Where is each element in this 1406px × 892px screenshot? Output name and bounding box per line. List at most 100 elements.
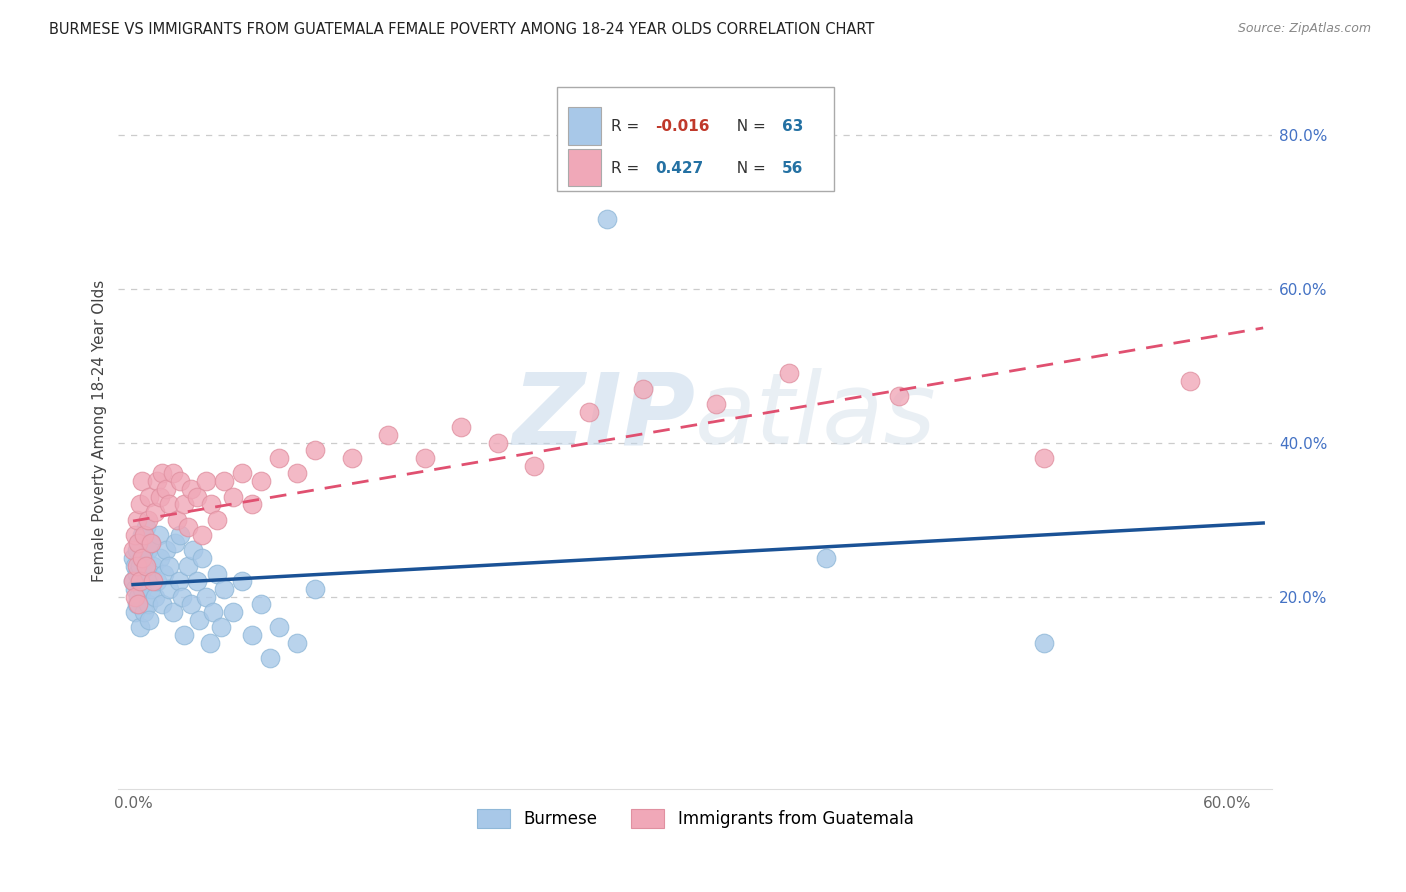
Text: -0.016: -0.016 (655, 120, 710, 134)
Point (194, 590, 217, 604)
Point (132, 528, 155, 542)
Point (124, 582, 146, 596)
Point (150, 598, 173, 612)
FancyBboxPatch shape (568, 149, 600, 186)
Point (222, 605, 245, 619)
Point (153, 566, 176, 581)
Point (240, 497, 263, 511)
Point (267, 451, 290, 466)
Point (132, 551, 155, 566)
Point (145, 574, 167, 589)
Point (222, 490, 245, 504)
Point (198, 636, 221, 650)
Point (138, 566, 160, 581)
Point (149, 551, 172, 566)
Point (129, 574, 152, 589)
Text: N =: N = (727, 161, 770, 176)
Point (180, 482, 202, 496)
Point (162, 467, 184, 481)
Point (596, 212, 619, 227)
Point (132, 605, 155, 619)
Point (166, 513, 188, 527)
Point (148, 528, 170, 542)
Point (142, 558, 165, 573)
Point (413, 451, 436, 466)
Point (131, 528, 153, 542)
Point (162, 605, 184, 619)
Text: 63: 63 (782, 120, 803, 134)
Point (125, 543, 148, 558)
Point (145, 474, 167, 488)
Point (450, 420, 472, 434)
Point (377, 428, 399, 442)
Point (159, 497, 181, 511)
Text: atlas: atlas (696, 368, 936, 466)
Point (122, 551, 145, 566)
Point (285, 467, 308, 481)
Legend: Burmese, Immigrants from Guatemala: Burmese, Immigrants from Guatemala (471, 802, 921, 835)
Point (212, 474, 235, 488)
Point (205, 513, 228, 527)
Point (143, 590, 166, 604)
Point (240, 628, 263, 642)
Point (141, 535, 163, 549)
Point (1033, 451, 1056, 466)
FancyBboxPatch shape (568, 107, 600, 145)
Point (138, 490, 160, 504)
Point (304, 582, 326, 596)
Point (194, 474, 217, 488)
Point (138, 613, 160, 627)
Point (131, 551, 153, 566)
Y-axis label: Female Poverty Among 18-24 Year Olds: Female Poverty Among 18-24 Year Olds (93, 280, 107, 582)
Point (177, 520, 200, 534)
Point (122, 543, 145, 558)
Point (131, 474, 153, 488)
Text: Source: ZipAtlas.com: Source: ZipAtlas.com (1237, 22, 1371, 36)
Point (173, 628, 195, 642)
Point (304, 443, 326, 458)
Point (212, 582, 235, 596)
Point (136, 513, 159, 527)
Point (486, 435, 509, 450)
Point (136, 598, 159, 612)
Point (186, 490, 208, 504)
Point (150, 467, 173, 481)
Point (186, 574, 208, 589)
Point (172, 590, 194, 604)
Point (159, 558, 181, 573)
Point (122, 574, 145, 589)
Point (125, 513, 148, 527)
Point (128, 590, 150, 604)
Point (177, 558, 200, 573)
Point (135, 520, 157, 534)
Point (704, 397, 727, 411)
Text: BURMESE VS IMMIGRANTS FROM GUATEMALA FEMALE POVERTY AMONG 18-24 YEAR OLDS CORREL: BURMESE VS IMMIGRANTS FROM GUATEMALA FEM… (49, 22, 875, 37)
Point (141, 582, 163, 596)
Point (163, 535, 186, 549)
Point (259, 651, 281, 665)
Point (191, 551, 214, 566)
Point (125, 558, 148, 573)
Point (633, 382, 655, 396)
Point (124, 558, 146, 573)
Point (125, 598, 148, 612)
Point (167, 574, 190, 589)
Point (155, 543, 177, 558)
Point (231, 574, 253, 589)
Point (129, 497, 152, 511)
Point (122, 574, 145, 589)
Point (180, 598, 202, 612)
Point (128, 535, 150, 549)
Text: R =: R = (612, 161, 644, 176)
Point (124, 528, 146, 542)
Point (129, 620, 152, 634)
Point (135, 558, 157, 573)
Point (814, 551, 837, 566)
Point (209, 620, 232, 634)
Point (340, 451, 363, 466)
Point (578, 405, 600, 419)
Point (200, 497, 222, 511)
Point (1033, 636, 1056, 650)
Text: N =: N = (727, 120, 770, 134)
Point (249, 598, 271, 612)
